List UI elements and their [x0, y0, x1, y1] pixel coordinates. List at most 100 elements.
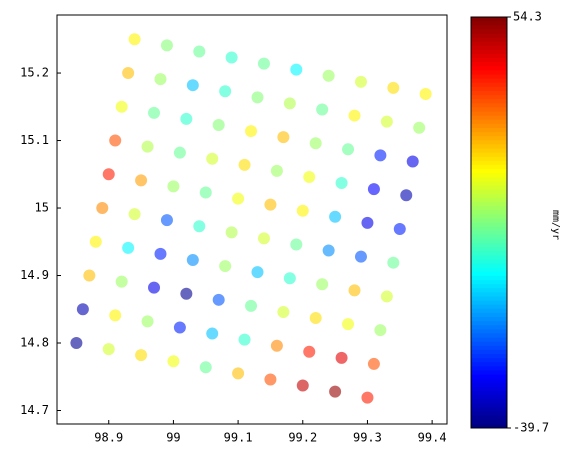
colorbar-label: mm/yr — [550, 210, 561, 240]
point — [193, 220, 206, 233]
point — [186, 253, 199, 266]
colorbar-segment — [471, 33, 507, 39]
point — [232, 192, 245, 205]
point — [173, 146, 186, 159]
colorbar-segment — [471, 49, 507, 55]
point — [212, 293, 225, 306]
point — [76, 303, 89, 316]
point — [387, 81, 400, 94]
colorbar-segment — [471, 288, 507, 293]
point — [257, 232, 270, 245]
point — [335, 351, 348, 364]
point — [122, 241, 135, 254]
point — [367, 357, 380, 370]
colorbar-segment — [471, 354, 507, 359]
point — [193, 45, 206, 58]
colorbar-segment — [471, 90, 507, 96]
point — [167, 180, 180, 193]
colorbar-segment — [471, 148, 507, 154]
colorbar-segment — [471, 280, 507, 285]
colorbar-segment — [471, 17, 507, 22]
colorbar-segment — [471, 238, 507, 244]
colorbar-segment — [471, 403, 507, 408]
point — [128, 208, 141, 221]
point — [167, 355, 180, 368]
colorbar-segment — [471, 62, 507, 67]
colorbar-segment — [471, 111, 507, 117]
colorbar-segment — [471, 173, 507, 178]
point — [70, 337, 83, 350]
point — [283, 97, 296, 110]
colorbar-segment — [471, 201, 507, 207]
point — [296, 379, 309, 392]
point — [206, 152, 219, 165]
colorbar-segment — [471, 156, 507, 162]
colorbar-segment — [471, 304, 507, 310]
x-tick-label: 99.4 — [418, 431, 447, 445]
colorbar-segment — [471, 374, 507, 380]
colorbar-segment — [471, 177, 507, 182]
colorbar-segment — [471, 58, 507, 63]
point — [354, 75, 367, 88]
colorbar-segment — [471, 144, 507, 150]
point — [115, 275, 128, 288]
colorbar-segment — [471, 296, 507, 302]
point — [400, 189, 413, 202]
point — [199, 361, 212, 374]
point — [180, 287, 193, 300]
point — [102, 343, 115, 356]
colorbar-segment — [471, 423, 507, 429]
point — [83, 269, 96, 282]
point — [264, 373, 277, 386]
point — [387, 256, 400, 269]
colorbar-segment — [471, 152, 507, 158]
point — [128, 33, 141, 46]
x-tick-label: 99 — [166, 431, 180, 445]
colorbar-segment — [471, 395, 507, 400]
colorbar-segment — [471, 181, 507, 187]
point — [309, 312, 322, 325]
colorbar-segment — [471, 78, 507, 84]
colorbar-segment — [471, 119, 507, 125]
colorbar-segment — [471, 53, 507, 59]
point — [89, 235, 102, 248]
point — [296, 204, 309, 217]
point — [354, 250, 367, 263]
point — [219, 260, 232, 273]
point — [206, 327, 219, 340]
colorbar-segment — [471, 230, 507, 236]
colorbar-segment — [471, 325, 507, 330]
colorbar-segment — [471, 169, 507, 174]
colorbar-segment — [471, 251, 507, 256]
point — [342, 143, 355, 156]
colorbar-segment — [471, 275, 507, 281]
point — [270, 339, 283, 352]
colorbar-segment — [471, 271, 507, 277]
y-tick-label: 14.9 — [20, 268, 49, 282]
point — [199, 186, 212, 199]
point — [303, 345, 316, 358]
point — [406, 155, 419, 168]
colorbar-segment — [471, 95, 507, 100]
colorbar-segment — [471, 45, 507, 51]
colorbar-segment — [471, 247, 507, 252]
point — [232, 367, 245, 380]
colorbar-segment — [471, 222, 507, 228]
colorbar-segment — [471, 140, 507, 145]
colorbar-segment — [471, 358, 507, 363]
colorbar-segment — [471, 243, 507, 248]
colorbar-segment — [471, 25, 507, 30]
point — [367, 183, 380, 196]
colorbar-tick-label: -39.7 — [513, 421, 549, 435]
point — [342, 318, 355, 331]
point — [180, 112, 193, 125]
colorbar-segment — [471, 107, 507, 113]
point — [186, 79, 199, 92]
colorbar-segment — [471, 329, 507, 334]
colorbar-segment — [471, 407, 507, 413]
colorbar-segment — [471, 82, 507, 88]
colorbar-segment — [471, 259, 507, 265]
colorbar-segment — [471, 366, 507, 371]
point — [212, 119, 225, 132]
point — [277, 305, 290, 318]
